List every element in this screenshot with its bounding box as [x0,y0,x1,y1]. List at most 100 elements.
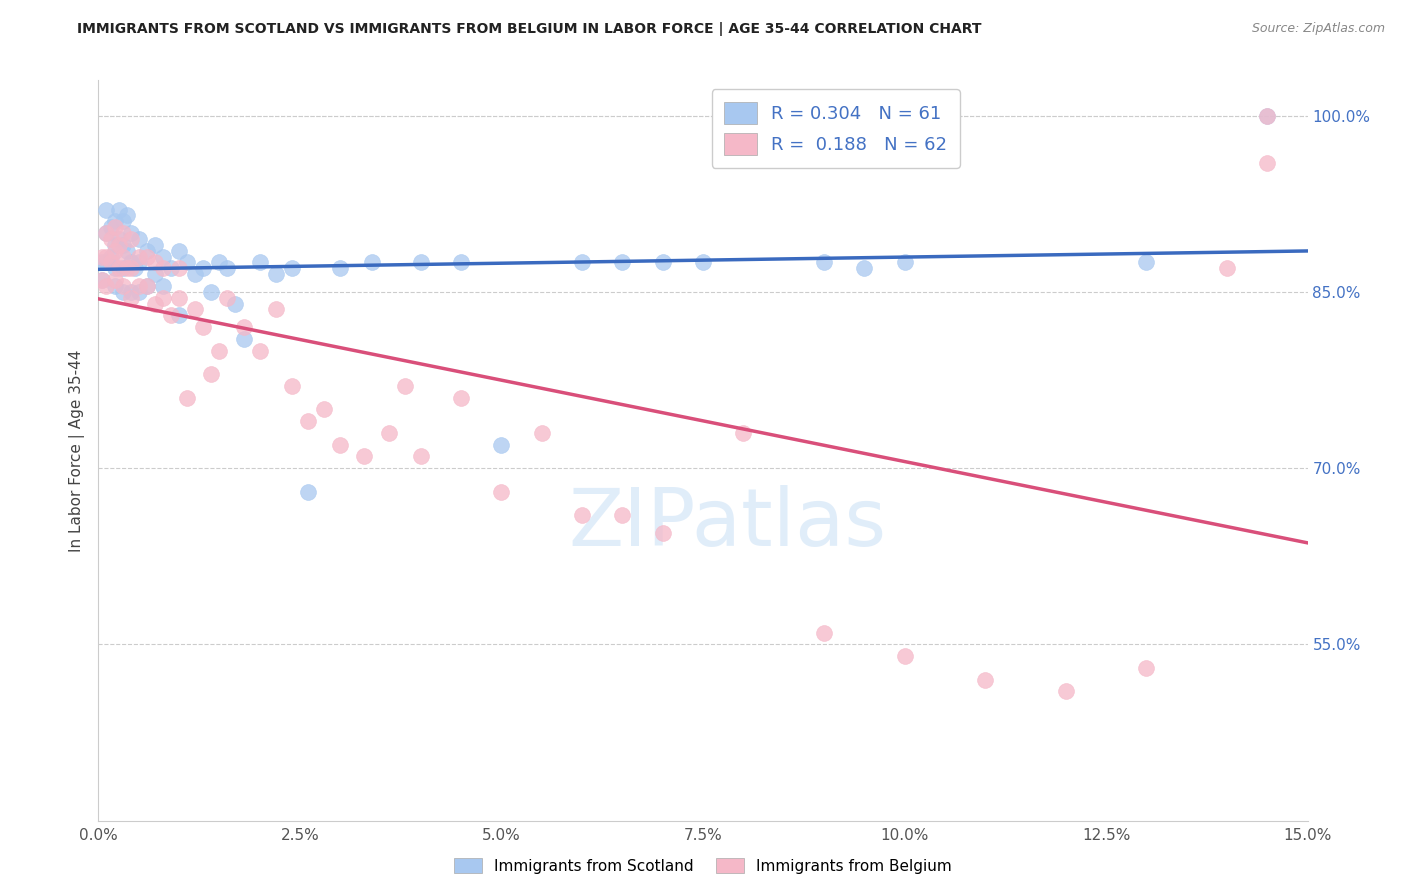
Point [217,291,239,305]
Point [115,209,138,223]
Point [91,273,114,287]
Point [103,279,125,293]
Point [111,214,134,228]
Point [1135,255,1157,269]
Point [120,285,142,299]
Point [184,267,207,281]
Point [297,484,319,499]
Point [450,391,472,405]
Point [813,255,835,269]
Legend: R = 0.304   N = 61, R =  0.188   N = 62: R = 0.304 N = 61, R = 0.188 N = 62 [711,89,960,168]
Point [612,255,634,269]
Point [103,214,125,228]
Point [111,237,134,252]
Point [571,255,593,269]
Point [96,250,118,264]
Point [167,291,190,305]
Point [853,261,876,276]
Point [96,202,118,217]
Point [107,261,129,276]
Point [143,267,166,281]
Point [893,255,915,269]
Point [530,425,553,440]
Point [115,261,138,276]
Point [128,285,150,299]
Point [167,261,190,276]
Point [143,237,166,252]
Point [124,261,146,276]
Point [111,226,134,240]
Point [152,261,174,276]
Point [111,261,134,276]
Point [329,437,352,451]
Point [103,220,125,235]
Text: IMMIGRANTS FROM SCOTLAND VS IMMIGRANTS FROM BELGIUM IN LABOR FORCE | AGE 35-44 C: IMMIGRANTS FROM SCOTLAND VS IMMIGRANTS F… [77,22,981,37]
Point [651,525,673,540]
Point [152,279,174,293]
Point [176,391,198,405]
Point [232,320,254,334]
Point [91,255,114,269]
Point [1256,109,1278,123]
Point [103,273,125,287]
Point [1216,261,1239,276]
Point [176,255,198,269]
Point [409,450,432,464]
Point [651,255,673,269]
Point [120,226,142,240]
Point [361,255,384,269]
Point [1054,684,1077,698]
Point [143,255,166,269]
Point [733,425,755,440]
Point [571,508,593,522]
Point [107,232,129,246]
Point [111,285,134,299]
Point [208,255,231,269]
Point [329,261,352,276]
Point [491,437,513,451]
Point [128,279,150,293]
Point [1256,109,1278,123]
Point [353,450,375,464]
Point [96,226,118,240]
Point [974,673,997,687]
Point [167,308,190,322]
Point [813,625,835,640]
Point [314,402,336,417]
Point [143,296,166,310]
Legend: Immigrants from Scotland, Immigrants from Belgium: Immigrants from Scotland, Immigrants fro… [449,852,957,880]
Point [111,250,134,264]
Point [100,220,122,235]
Point [128,255,150,269]
Point [91,273,114,287]
Point [100,250,122,264]
Point [264,302,287,317]
Point [249,255,271,269]
Point [103,244,125,258]
Point [394,379,416,393]
Point [96,279,118,293]
Point [200,285,222,299]
Point [200,367,222,381]
Point [491,484,513,499]
Point [297,414,319,428]
Point [1135,661,1157,675]
Point [96,226,118,240]
Point [217,261,239,276]
Point [152,291,174,305]
Point [128,232,150,246]
Point [111,279,134,293]
Point [120,261,142,276]
Point [612,508,634,522]
Point [100,255,122,269]
Point [893,649,915,664]
Point [103,237,125,252]
Point [135,279,157,293]
Point [409,255,432,269]
Point [152,250,174,264]
Point [224,296,246,310]
Point [91,250,114,264]
Point [100,232,122,246]
Point [193,320,215,334]
Point [107,237,129,252]
